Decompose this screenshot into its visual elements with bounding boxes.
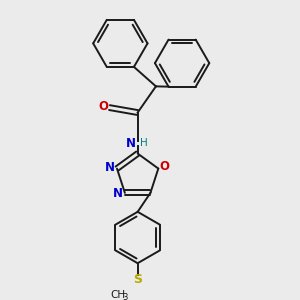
Text: 3: 3 bbox=[123, 293, 128, 300]
Text: O: O bbox=[98, 100, 108, 113]
Text: H: H bbox=[140, 138, 148, 148]
Text: N: N bbox=[105, 161, 115, 174]
Text: N: N bbox=[126, 137, 136, 150]
Text: S: S bbox=[133, 272, 142, 286]
Text: CH: CH bbox=[110, 290, 125, 300]
Text: O: O bbox=[160, 160, 170, 173]
Text: N: N bbox=[113, 187, 123, 200]
